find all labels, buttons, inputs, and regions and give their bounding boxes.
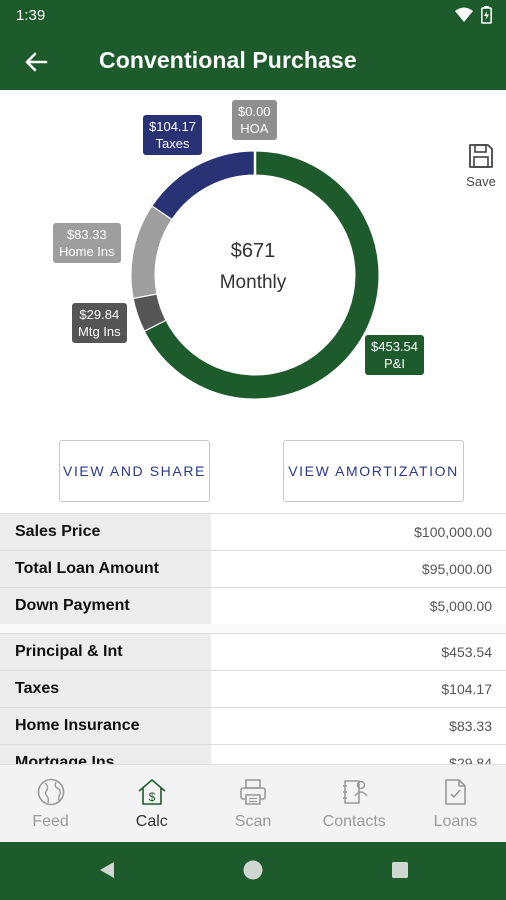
table-divider — [0, 624, 506, 633]
nav-label: Scan — [234, 813, 272, 830]
system-recents-icon[interactable] — [389, 859, 411, 881]
table-row: Home Insurance $83.33 — [0, 708, 506, 745]
nav-item-contacts[interactable]: Contacts — [304, 765, 405, 842]
donut-slice-pi — [144, 151, 379, 399]
row-label: Taxes — [0, 671, 211, 707]
save-label: Save — [466, 174, 496, 189]
save-button[interactable]: Save — [462, 142, 500, 189]
slice-separator — [152, 204, 173, 220]
row-value: $95,000.00 — [421, 561, 492, 577]
monthly-total-label: Monthly — [219, 272, 287, 293]
document-check-icon — [445, 779, 467, 805]
view-amortization-button[interactable]: VIEW AMORTIZATION — [283, 440, 464, 502]
page-title: Conventional Purchase — [99, 47, 357, 73]
row-value: $453.54 — [441, 644, 492, 660]
row-label: Home Insurance — [0, 708, 211, 744]
slice-name: HOA — [240, 121, 269, 136]
row-label: Down Payment — [0, 588, 211, 624]
table-row: Taxes $104.17 — [0, 671, 506, 708]
contacts-icon — [343, 780, 368, 804]
view-and-share-button[interactable]: VIEW AND SHARE — [59, 440, 210, 502]
payment-donut-chart: $671 Monthly $453.54 P&I $29.84 Mtg Ins … — [0, 90, 506, 420]
donut-svg — [131, 151, 379, 399]
floppy-disk-icon — [469, 144, 493, 168]
slice-tag-pi: $453.54 P&I — [365, 335, 424, 375]
slice-name: Mtg Ins — [78, 324, 121, 339]
row-value: $104.17 — [441, 681, 492, 697]
row-value: $100,000.00 — [414, 524, 492, 540]
wifi-icon — [455, 7, 473, 22]
battery-icon — [481, 6, 492, 24]
nav-label: Contacts — [322, 813, 386, 830]
back-button[interactable] — [20, 46, 52, 78]
slice-value: $453.54 — [371, 339, 418, 354]
slice-tag-mtg-ins: $29.84 Mtg Ins — [72, 303, 127, 343]
donut-slice-home-ins — [131, 205, 172, 298]
slice-name: Home Ins — [59, 244, 115, 259]
svg-text:$: $ — [148, 790, 155, 804]
nav-item-scan[interactable]: Scan — [202, 765, 303, 842]
slice-tag-home-ins: $83.33 Home Ins — [53, 223, 121, 263]
slice-value: $83.33 — [66, 227, 107, 242]
bottom-navigation: Feed $ Calc Scan Contacts Loans — [0, 764, 506, 842]
nav-label: Feed — [32, 813, 69, 830]
nav-label: Calc — [135, 813, 168, 830]
nav-item-loans[interactable]: Loans — [405, 765, 506, 842]
system-home-icon[interactable] — [242, 859, 264, 881]
nav-item-feed[interactable]: Feed — [0, 765, 101, 842]
app-bar: Conventional Purchase — [0, 34, 506, 90]
slice-tag-taxes: $104.17 Taxes — [143, 115, 202, 155]
slice-name: Taxes — [155, 136, 190, 151]
table-row: Total Loan Amount $95,000.00 — [0, 551, 506, 588]
row-value: $5,000.00 — [429, 598, 492, 614]
slice-value: $29.84 — [79, 307, 120, 322]
payment-breakdown-table: Principal & Int $453.54 Taxes $104.17 Ho… — [0, 633, 506, 782]
donut-slice-mtg-ins — [133, 293, 166, 331]
loan-summary-table: Sales Price $100,000.00 Total Loan Amoun… — [0, 513, 506, 625]
row-label: Total Loan Amount — [0, 551, 211, 587]
table-row: Principal & Int $453.54 — [0, 634, 506, 671]
monthly-total-value: $671 — [230, 240, 276, 262]
system-back-icon[interactable] — [96, 859, 118, 881]
calc-house-icon: $ — [138, 779, 166, 805]
nav-item-calc[interactable]: $ Calc — [101, 765, 202, 842]
table-row: Down Payment $5,000.00 — [0, 588, 506, 625]
status-time: 1:39 — [16, 7, 46, 24]
status-bar: 1:39 — [0, 0, 506, 34]
slice-value: $104.17 — [149, 119, 196, 134]
slice-value: $0.00 — [238, 104, 271, 119]
slice-tag-hoa: $0.00 HOA — [232, 100, 277, 140]
slice-name: P&I — [384, 356, 405, 371]
arrow-left-icon — [25, 52, 48, 72]
globe-icon — [37, 778, 64, 806]
table-row: Sales Price $100,000.00 — [0, 514, 506, 551]
system-navigation-bar — [0, 842, 506, 900]
row-value: $83.33 — [449, 718, 492, 734]
nav-label: Loans — [433, 813, 478, 830]
donut-slice-taxes — [152, 151, 256, 219]
printer-icon — [240, 779, 266, 805]
row-label: Sales Price — [0, 514, 211, 550]
row-label: Principal & Int — [0, 634, 211, 670]
